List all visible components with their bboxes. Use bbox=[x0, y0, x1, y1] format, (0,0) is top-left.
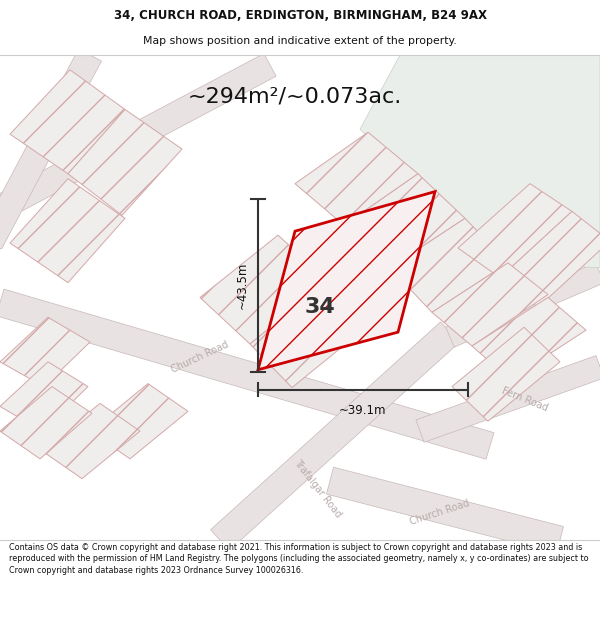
Text: ~294m²/~0.073ac.: ~294m²/~0.073ac. bbox=[188, 87, 402, 107]
Polygon shape bbox=[326, 468, 563, 553]
Polygon shape bbox=[446, 262, 600, 347]
Polygon shape bbox=[0, 387, 92, 459]
Polygon shape bbox=[10, 179, 125, 282]
Polygon shape bbox=[500, 211, 600, 308]
Polygon shape bbox=[390, 218, 508, 312]
Text: ~39.1m: ~39.1m bbox=[339, 404, 387, 418]
Text: Trafalgar Road: Trafalgar Road bbox=[292, 458, 344, 519]
Polygon shape bbox=[200, 235, 328, 344]
Polygon shape bbox=[0, 49, 101, 249]
Polygon shape bbox=[250, 281, 370, 388]
Polygon shape bbox=[360, 55, 600, 268]
Polygon shape bbox=[211, 322, 460, 550]
Polygon shape bbox=[432, 263, 548, 346]
Text: Church Road: Church Road bbox=[170, 339, 230, 374]
Polygon shape bbox=[0, 289, 494, 459]
Text: ~43.5m: ~43.5m bbox=[235, 261, 248, 309]
Polygon shape bbox=[344, 174, 465, 268]
Polygon shape bbox=[258, 192, 435, 370]
Polygon shape bbox=[0, 362, 88, 431]
Text: Map shows position and indicative extent of the property.: Map shows position and indicative extent… bbox=[143, 36, 457, 46]
Polygon shape bbox=[42, 403, 140, 479]
Polygon shape bbox=[0, 318, 90, 387]
Text: 34, CHURCH ROAD, ERDINGTON, BIRMINGHAM, B24 9AX: 34, CHURCH ROAD, ERDINGTON, BIRMINGHAM, … bbox=[113, 9, 487, 22]
Polygon shape bbox=[0, 54, 276, 225]
Polygon shape bbox=[458, 184, 572, 278]
Polygon shape bbox=[90, 384, 188, 459]
Polygon shape bbox=[452, 328, 560, 421]
Polygon shape bbox=[10, 70, 125, 174]
Text: Church Road: Church Road bbox=[409, 498, 471, 527]
Polygon shape bbox=[416, 356, 600, 442]
Polygon shape bbox=[68, 109, 182, 216]
Polygon shape bbox=[295, 132, 418, 225]
Polygon shape bbox=[472, 298, 586, 379]
Text: 34: 34 bbox=[305, 298, 335, 318]
Text: Contains OS data © Crown copyright and database right 2021. This information is : Contains OS data © Crown copyright and d… bbox=[9, 542, 589, 575]
Text: Fern Road: Fern Road bbox=[500, 386, 550, 413]
